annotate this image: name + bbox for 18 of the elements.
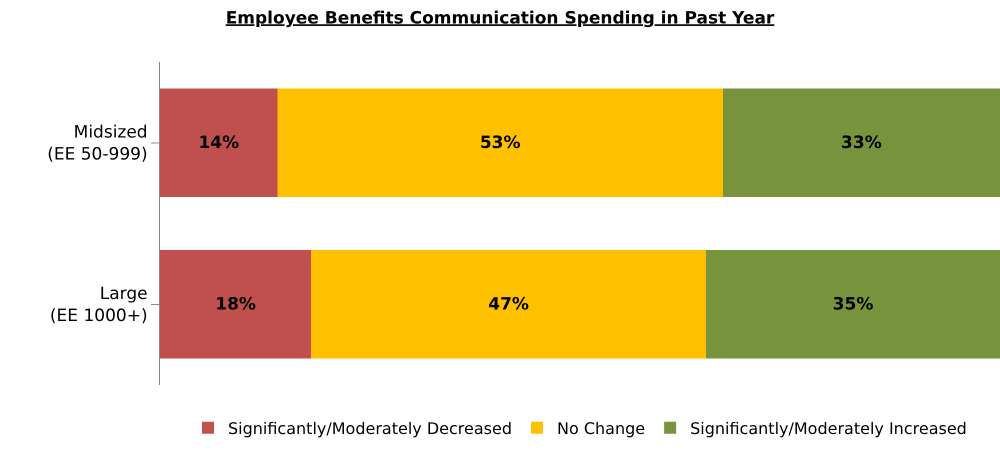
bar [311,250,706,358]
bar [706,250,1000,358]
data-label: 53% [480,132,521,153]
y-tick-label: Large (EE 1000+) [50,284,148,326]
legend-label: Significantly/Moderately Increased [690,418,967,438]
bar [160,88,278,197]
legend-label: No Change [557,418,646,438]
legend-label: Significantly/Moderately Decreased [228,418,512,438]
chart-title: Employee Benefits Communication Spending in Past Year [226,8,775,28]
data-label: 33% [841,132,882,153]
bar [722,88,1000,197]
bar [278,88,723,197]
data-label: 14% [198,132,240,153]
data-label: 18% [215,294,256,314]
y-tick-label: Midsized (EE 50-999) [47,122,148,165]
data-label: 35% [832,294,874,314]
bar [160,250,312,358]
data-label: 47% [488,294,529,314]
